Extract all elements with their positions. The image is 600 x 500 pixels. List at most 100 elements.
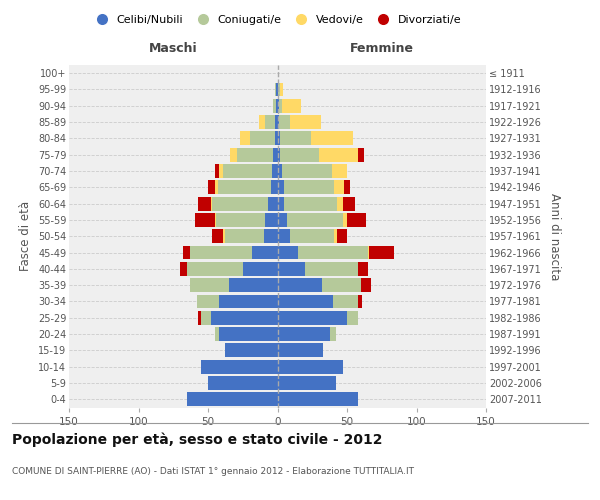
Bar [268,196,277,210]
Bar [361,278,371,292]
Bar [277,246,298,260]
Bar [215,327,219,341]
Bar [277,180,284,194]
Bar [277,132,280,145]
Bar [190,278,229,292]
Bar [224,344,277,357]
Bar [274,99,276,112]
Bar [358,262,368,276]
Legend: Celibi/Nubili, Coniugati/e, Vedovi/e, Divorziati/e: Celibi/Nubili, Coniugati/e, Vedovi/e, Di… [86,10,466,29]
Bar [253,246,277,260]
Bar [347,213,367,227]
Bar [284,180,334,194]
Bar [212,230,223,243]
Bar [277,294,333,308]
Bar [277,115,279,129]
Bar [287,213,343,227]
Bar [277,164,281,178]
Bar [279,99,281,112]
Y-axis label: Anni di nascita: Anni di nascita [548,192,561,280]
Bar [277,196,284,210]
Bar [369,246,394,260]
Bar [358,148,364,162]
Bar [219,294,277,308]
Bar [187,262,243,276]
Text: COMUNE DI SAINT-PIERRE (AO) - Dati ISTAT 1° gennaio 2012 - Elaborazione TUTTITAL: COMUNE DI SAINT-PIERRE (AO) - Dati ISTAT… [12,468,414,476]
Bar [218,180,271,194]
Bar [277,311,347,324]
Bar [337,196,343,210]
Bar [280,148,319,162]
Bar [201,311,211,324]
Bar [331,327,336,341]
Text: Popolazione per età, sesso e stato civile - 2012: Popolazione per età, sesso e stato civil… [12,432,383,447]
Bar [211,196,212,210]
Bar [196,213,215,227]
Bar [277,230,290,243]
Bar [197,294,219,308]
Bar [276,99,277,112]
Bar [343,213,347,227]
Bar [277,148,280,162]
Bar [240,132,250,145]
Bar [198,311,201,324]
Bar [280,132,311,145]
Bar [274,148,277,162]
Bar [272,164,277,178]
Bar [250,132,275,145]
Bar [277,213,287,227]
Bar [187,392,277,406]
Bar [358,294,362,308]
Bar [237,148,274,162]
Bar [332,164,347,178]
Bar [271,180,277,194]
Bar [277,376,336,390]
Bar [277,278,322,292]
Bar [298,246,368,260]
Bar [263,230,277,243]
Bar [243,262,277,276]
Bar [280,82,283,96]
Bar [305,262,358,276]
Bar [208,376,277,390]
Bar [212,196,268,210]
Bar [368,246,369,260]
Bar [223,164,272,178]
Bar [215,213,217,227]
Bar [277,392,358,406]
Bar [219,327,277,341]
Bar [198,196,211,210]
Bar [277,99,279,112]
Bar [229,278,277,292]
Bar [215,180,218,194]
Bar [230,148,237,162]
Bar [259,115,265,129]
Bar [275,82,276,96]
Bar [276,82,277,96]
Bar [275,115,277,129]
Bar [337,230,347,243]
Bar [333,294,358,308]
Bar [290,115,320,129]
Bar [275,132,277,145]
Bar [343,196,355,210]
Bar [277,327,331,341]
Bar [265,213,277,227]
Bar [180,262,187,276]
Bar [224,230,263,243]
Text: Femmine: Femmine [350,42,414,55]
Y-axis label: Fasce di età: Fasce di età [19,201,32,272]
Bar [208,180,215,194]
Bar [211,311,277,324]
Bar [215,164,219,178]
Bar [334,180,344,194]
Bar [344,180,350,194]
Bar [265,115,275,129]
Bar [277,360,343,374]
Bar [217,213,265,227]
Bar [219,164,223,178]
Text: Maschi: Maschi [149,42,197,55]
Bar [190,246,253,260]
Bar [284,196,337,210]
Bar [311,132,353,145]
